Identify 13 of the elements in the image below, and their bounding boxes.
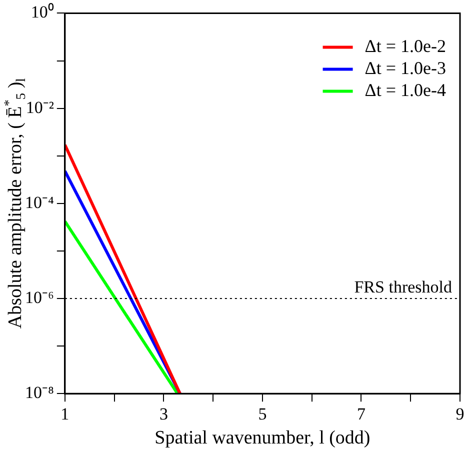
- y-tick-label: 10⁰: [30, 2, 54, 22]
- x-tick-label: 1: [60, 404, 70, 424]
- legend-label: Δt = 1.0e-3: [364, 58, 446, 78]
- x-tick-label: 5: [258, 404, 267, 424]
- x-tick-label: 7: [356, 404, 366, 424]
- y-tick-label: 10⁻²: [26, 98, 54, 117]
- ref-line-label: FRS threshold: [354, 277, 452, 296]
- legend-label: Δt = 1.0e-2: [364, 36, 446, 56]
- y-tick-label: 10⁻⁸: [24, 383, 54, 402]
- legend-label: Δt = 1.0e-4: [364, 80, 446, 100]
- x-axis-title: Spatial wavenumber, l (odd): [154, 427, 370, 448]
- x-tick-label: 3: [159, 404, 168, 424]
- x-tick-label: 9: [456, 404, 464, 424]
